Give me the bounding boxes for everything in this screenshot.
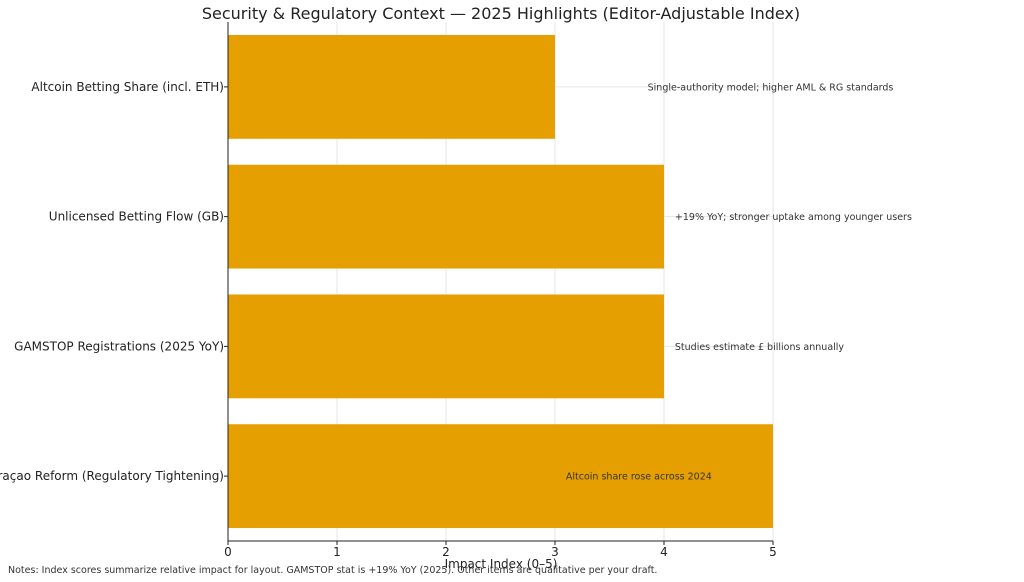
- annotation: +19% YoY; stronger uptake among younger …: [675, 212, 912, 223]
- category-label: Unlicensed Betting Flow (GB): [49, 210, 224, 224]
- x-axis-label: Impact Index (0–5): [445, 557, 558, 571]
- x-tick-label: 3: [551, 545, 559, 559]
- x-tick-label: 0: [224, 545, 232, 559]
- bar: [228, 294, 664, 399]
- bar: [228, 164, 664, 269]
- x-tick-label: 5: [769, 545, 777, 559]
- axes: [227, 22, 773, 542]
- category-label: Curaçao Reform (Regulatory Tightening): [0, 469, 224, 483]
- annotation: Altcoin share rose across 2024: [566, 472, 712, 483]
- category-labels: Altcoin Betting Share (incl. ETH) Unlicen…: [0, 80, 224, 483]
- annotation: Single-authority model; higher AML & RG …: [648, 82, 894, 93]
- category-label: GAMSTOP Registrations (2025 YoY): [14, 339, 224, 353]
- x-tick-label: 1: [333, 545, 341, 559]
- bar: [228, 424, 773, 529]
- chart-title: Security & Regulatory Context — 2025 Hig…: [202, 4, 800, 23]
- annotation: Studies estimate £ billions annually: [675, 342, 845, 353]
- x-tick-label: 4: [660, 545, 668, 559]
- x-tick-label: 2: [442, 545, 450, 559]
- x-ticks: 0 1 2 3 4 5: [224, 86, 777, 559]
- bars: [228, 34, 773, 529]
- category-label: Altcoin Betting Share (incl. ETH): [31, 80, 224, 94]
- bar: [228, 34, 555, 139]
- notes-text: Notes: Index scores summarize relative i…: [8, 565, 658, 576]
- annotations: Single-authority model; higher AML & RG …: [566, 82, 912, 482]
